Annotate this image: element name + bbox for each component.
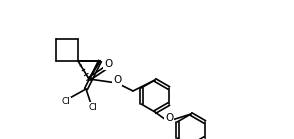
Text: Cl: Cl [88,102,97,111]
Text: O: O [165,113,173,123]
Text: O: O [113,75,121,85]
Text: O: O [104,59,112,69]
Text: Cl: Cl [61,97,71,106]
